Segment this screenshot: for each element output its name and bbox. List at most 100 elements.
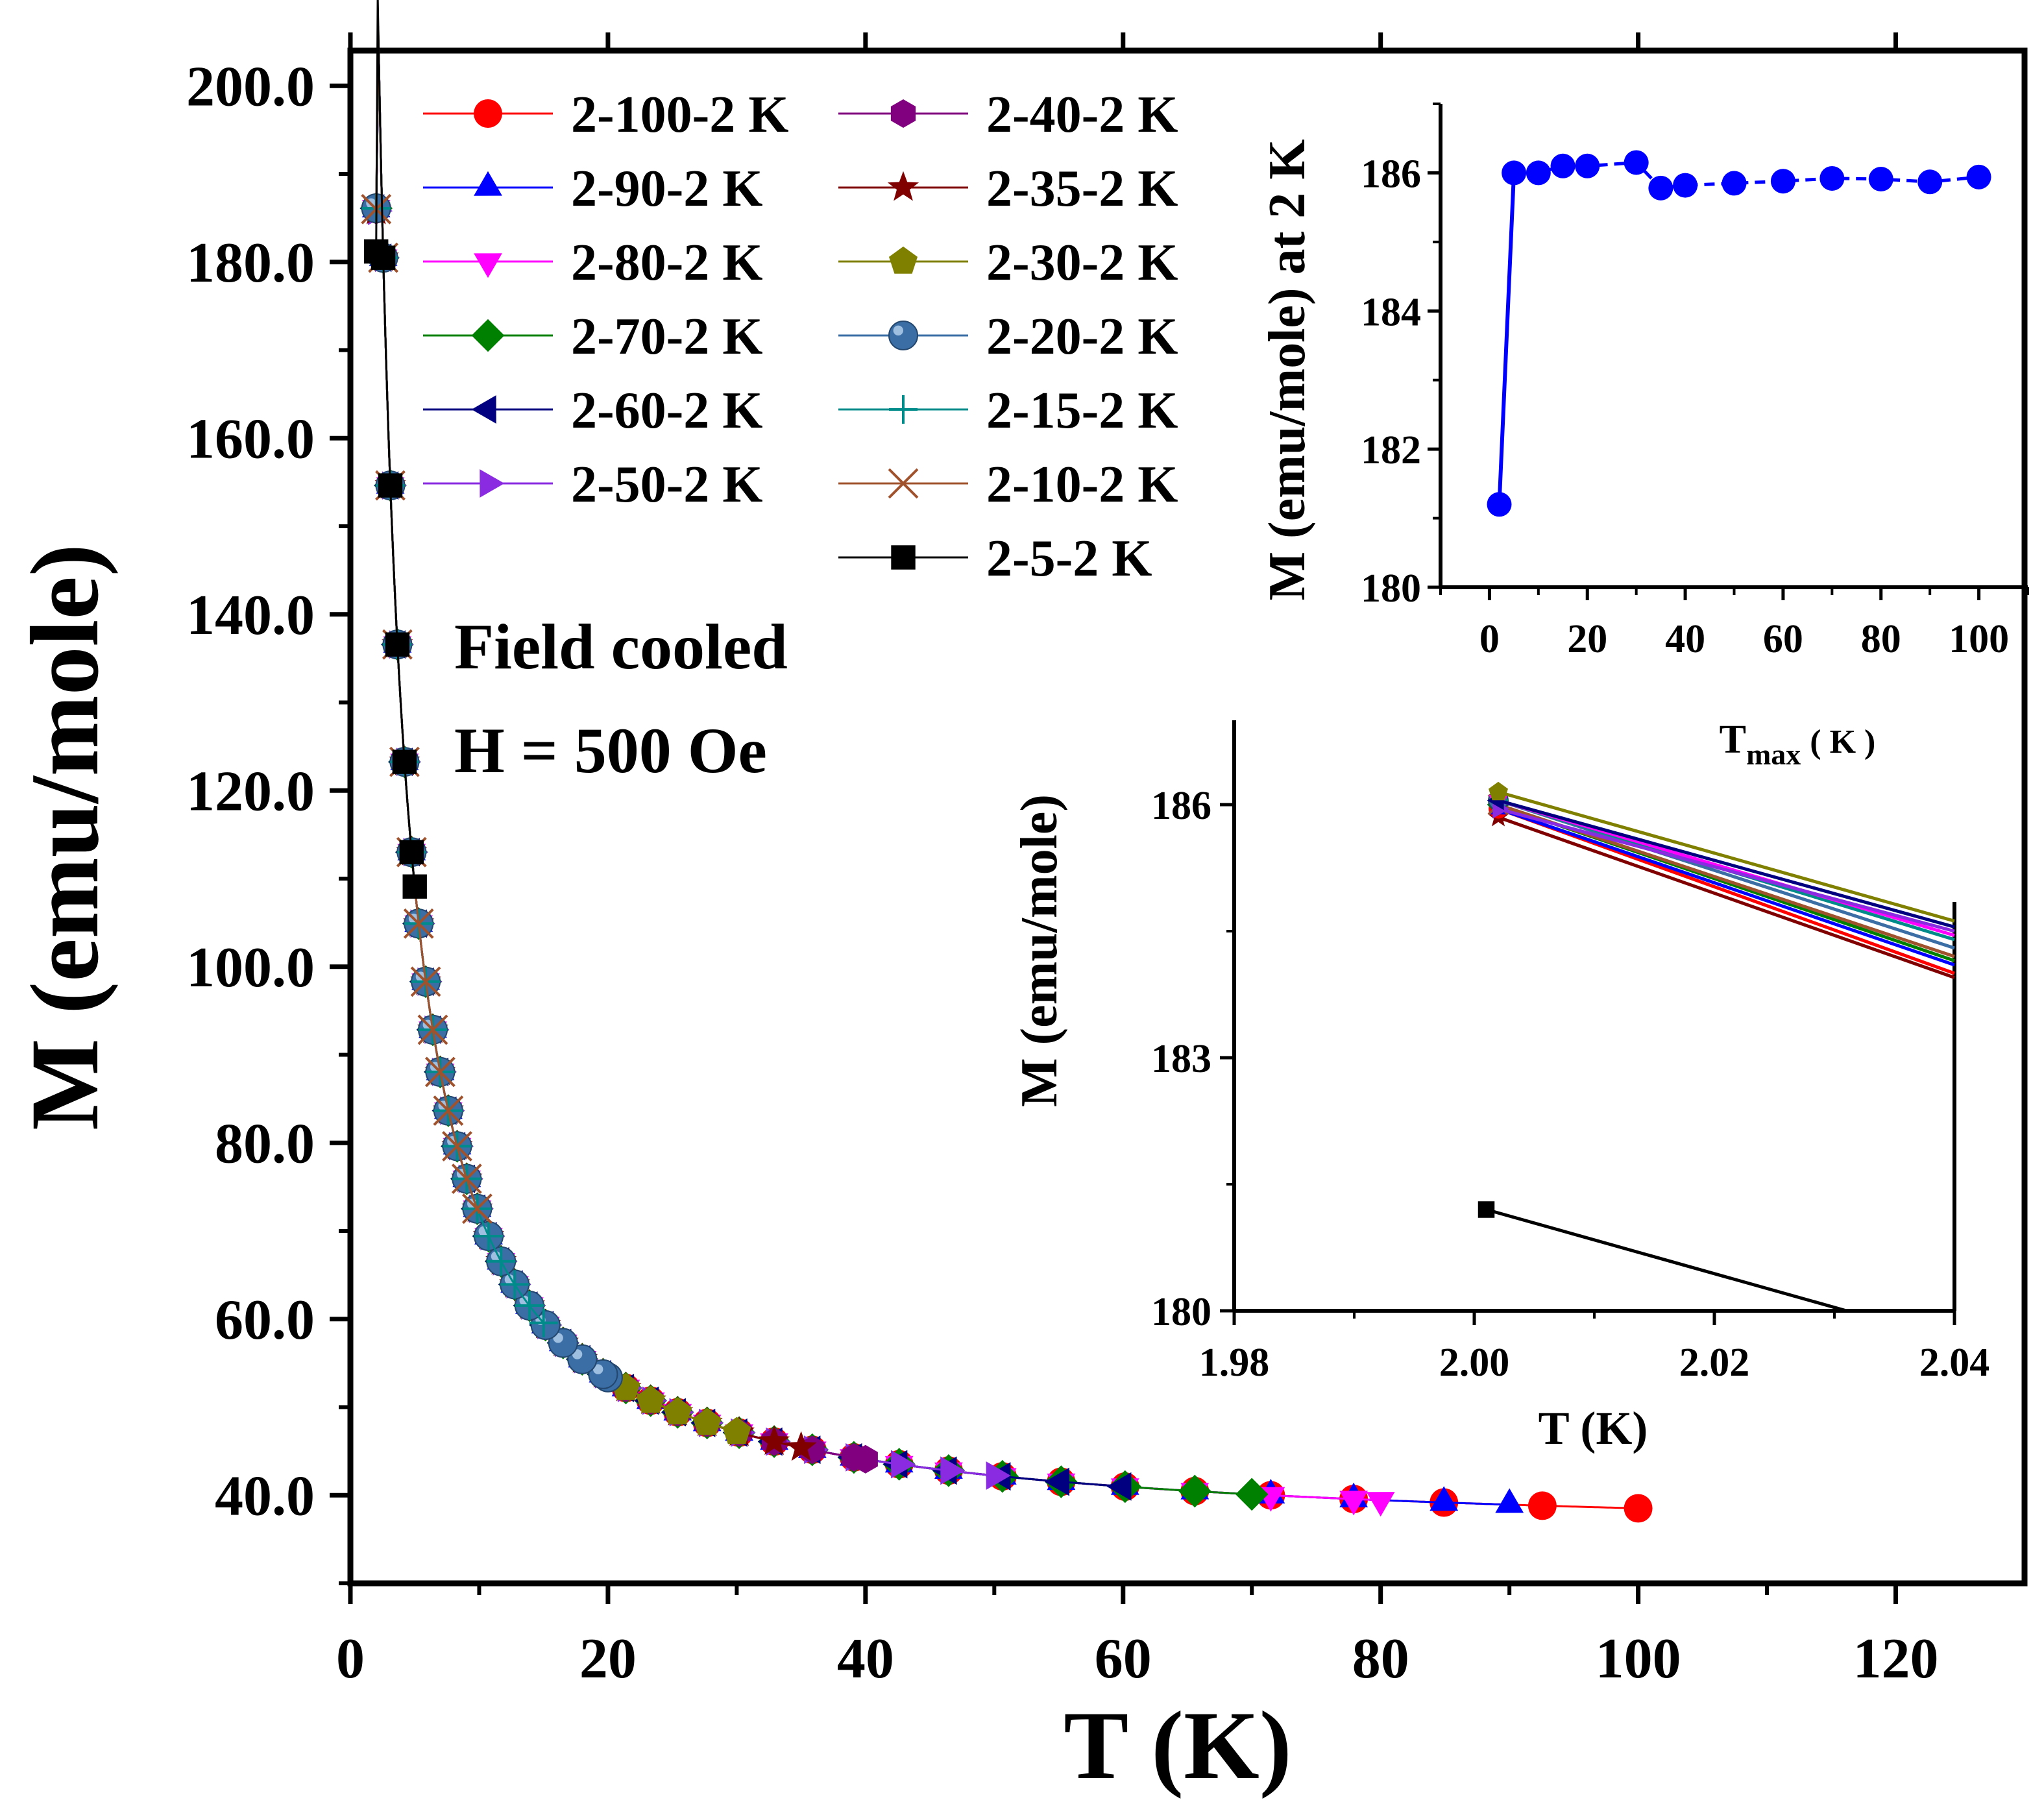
x-tick-label: 40 [1665, 617, 1705, 661]
marker-shape [692, 1407, 722, 1435]
legend-entry: 2-60-2 K [423, 382, 763, 439]
legend-entry: 2-30-2 K [838, 234, 1178, 291]
marker-shape [1489, 781, 1508, 801]
marker-shape [636, 1385, 665, 1413]
y-tick-label: 160.0 [186, 408, 315, 470]
marker-highlight [593, 1364, 603, 1374]
legend-swatch-marker [474, 171, 502, 196]
inset-top-point [1550, 153, 1576, 178]
marker-shape [759, 1425, 790, 1455]
legend-swatch-marker [891, 545, 916, 570]
data-point [1045, 1467, 1069, 1496]
legend-label: 2-10-2 K [986, 456, 1178, 513]
inset-top-line-solid [1497, 173, 1516, 505]
legend-label: 2-5-2 K [986, 530, 1152, 587]
data-point [663, 1397, 692, 1425]
inset-bottom-plot: 180 183 186 1.98 2.00 2.02 2.04 [1151, 720, 1989, 1385]
marker-shape [890, 99, 916, 128]
legend-swatch-marker [889, 246, 918, 274]
main-x-ticks: 0 20 40 60 80 100 120 [336, 32, 1939, 1690]
legend-swatch-marker [887, 171, 919, 201]
inset-top-point [1819, 165, 1845, 191]
y-tick-label: 186 [1151, 784, 1211, 828]
legend-swatch-marker [474, 253, 502, 278]
data-point [1235, 1478, 1269, 1511]
data-point [1527, 1491, 1557, 1520]
data-point [891, 1450, 916, 1479]
data-point [692, 1407, 722, 1435]
inset-top-point [1917, 169, 1943, 195]
legend-label: 2-60-2 K [571, 382, 763, 439]
inset-bottom-x-axis-label: T (K) [1539, 1402, 1648, 1454]
data-point [1339, 1491, 1368, 1516]
legend-swatch-marker [888, 321, 918, 350]
data-point [487, 1247, 516, 1276]
y-tick-label: 40.0 [215, 1465, 315, 1528]
x-tick-label: 40 [837, 1627, 894, 1690]
legend-entry: 2-40-2 K [838, 86, 1178, 143]
marker-shape [888, 321, 918, 350]
data-point [442, 1130, 472, 1162]
inset-bottom-line [1485, 1208, 1847, 1313]
y-tick-label: 182 [1361, 428, 1421, 472]
x-tick-label: 20 [579, 1627, 637, 1690]
marker-shape [891, 1450, 916, 1479]
marker-shape [887, 171, 919, 201]
marker-shape [841, 1443, 866, 1472]
data-point [1624, 1494, 1653, 1523]
legend-label: 2-70-2 K [571, 308, 763, 365]
data-point [392, 749, 417, 774]
inset-bottom-point [1489, 781, 1508, 801]
marker-shape [451, 1163, 482, 1195]
data-point [636, 1385, 665, 1413]
x-tick-label: 2.04 [1919, 1341, 1990, 1385]
x-tick-label: 20 [1567, 617, 1607, 661]
marker-shape [1366, 1492, 1395, 1517]
x-tick-label: 2.00 [1439, 1341, 1510, 1385]
x-tick-label: 100 [1596, 1627, 1681, 1690]
inset-top-point [1526, 160, 1551, 186]
y-tick-label: 140.0 [186, 584, 315, 647]
legend-swatch-marker [889, 395, 918, 424]
inset-top-point [1722, 171, 1747, 196]
marker-shape [888, 468, 919, 499]
marker-shape [471, 319, 505, 352]
legend-label: 2-15-2 K [986, 382, 1178, 439]
marker-shape [1430, 1486, 1459, 1511]
legend-label: 2-35-2 K [986, 160, 1178, 217]
data-point [1366, 1492, 1395, 1517]
data-point [588, 1359, 618, 1389]
main-series-group [359, 0, 1653, 1523]
marker-shape [474, 99, 502, 128]
legend-swatch-marker [888, 468, 919, 499]
inset-top-point [1487, 492, 1512, 517]
inset-top-x-label-sub: max [1746, 738, 1801, 771]
marker-shape [417, 1014, 448, 1045]
legend-label: 2-40-2 K [986, 86, 1178, 143]
marker-shape [378, 473, 403, 498]
legend-entry: 2-35-2 K [838, 160, 1178, 217]
y-tick-label: 186 [1361, 152, 1421, 196]
main-y-ticks: 40.0 60.0 80.0 100.0 120.0 140.0 160.0 180.0 200… [186, 55, 350, 1585]
marker-shape [474, 171, 502, 196]
x-tick-label: 80 [1861, 617, 1901, 661]
marker-shape [663, 1397, 692, 1425]
x-tick-label: 60 [1763, 617, 1803, 661]
legend-entry: 2-70-2 K [423, 308, 763, 365]
y-tick-label: 200.0 [186, 55, 315, 118]
data-point [474, 1222, 503, 1250]
marker-highlight [893, 325, 903, 335]
legend-entry: 2-80-2 K [423, 234, 763, 291]
data-point [451, 1163, 482, 1195]
inset-bottom-line [1498, 807, 1955, 967]
marker-shape [402, 874, 427, 899]
data-point [759, 1425, 790, 1455]
inset-top-point [1770, 169, 1795, 194]
data-point [785, 1431, 817, 1461]
y-tick-label: 60.0 [215, 1289, 315, 1352]
marker-shape [442, 1130, 472, 1162]
data-point [548, 1328, 578, 1358]
marker-shape [1624, 1494, 1653, 1523]
marker-shape [1235, 1478, 1269, 1511]
inset-top-point [1648, 175, 1673, 201]
